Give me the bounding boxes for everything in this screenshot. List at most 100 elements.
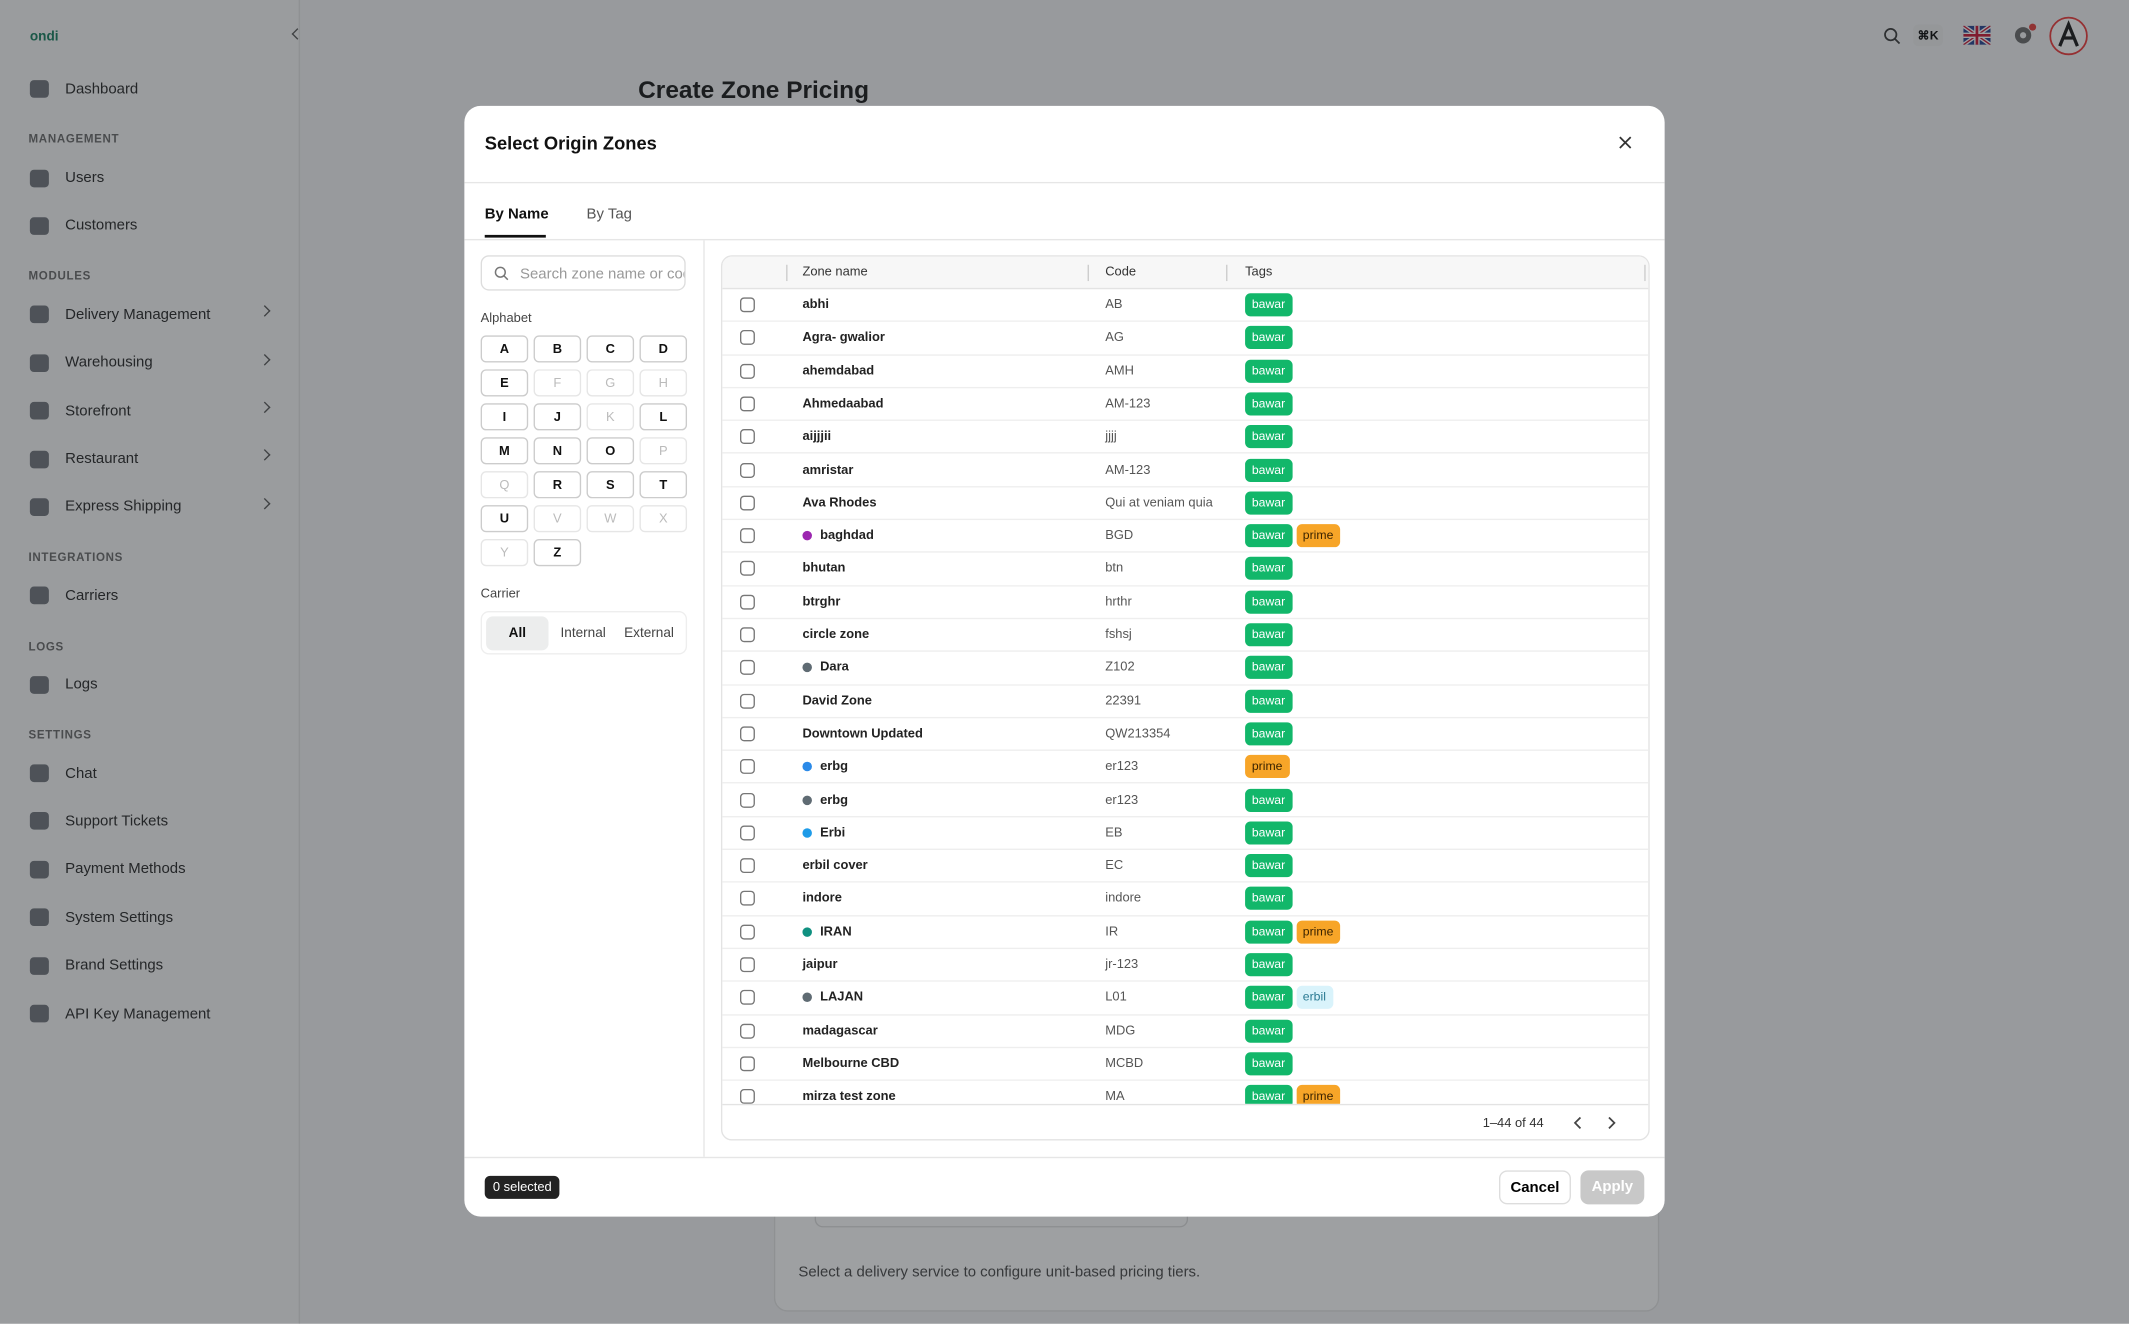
zone-row[interactable]: abhi AB bawar (722, 289, 1649, 323)
row-checkbox[interactable] (739, 1023, 755, 1039)
row-checkbox[interactable] (739, 528, 755, 544)
row-checkbox[interactable] (739, 726, 755, 742)
nav-item[interactable]: Brand Settings (16, 942, 282, 990)
avatar[interactable] (2049, 16, 2088, 56)
nav-item[interactable]: Chat (16, 749, 282, 797)
search-input[interactable]: Search zone name or code (480, 255, 686, 291)
letter-button[interactable]: T (639, 471, 688, 499)
carrier-option[interactable]: External (624, 625, 674, 641)
row-checkbox[interactable] (739, 429, 755, 445)
zone-row[interactable]: aijjjii jjjj bawar (722, 421, 1649, 455)
row-checkbox[interactable] (739, 957, 755, 973)
nav-item[interactable]: Carriers (16, 572, 282, 620)
nav-item[interactable]: API Key Management (16, 990, 282, 1038)
nav-item[interactable]: Customers (16, 202, 282, 250)
next-page[interactable] (1605, 1116, 1619, 1130)
letter-button[interactable]: U (480, 505, 529, 533)
zone-row[interactable]: Dara Z102 bawar (722, 652, 1649, 686)
letter-button[interactable]: I (480, 403, 529, 431)
zone-row[interactable]: Erbi EB bawar (722, 817, 1649, 851)
zone-row[interactable]: Agra- gwalior AG bawar (722, 322, 1649, 356)
nav-item[interactable]: System Settings (16, 894, 282, 942)
nav-item[interactable]: Users (16, 154, 282, 202)
row-checkbox[interactable] (739, 990, 755, 1006)
letter-button[interactable]: E (480, 369, 529, 397)
language-flag[interactable] (1963, 25, 1991, 45)
row-checkbox[interactable] (739, 759, 755, 775)
row-checkbox[interactable] (739, 297, 755, 313)
carrier-option[interactable]: Internal (560, 625, 606, 641)
row-checkbox[interactable] (739, 330, 755, 346)
row-checkbox[interactable] (739, 561, 755, 577)
letter-button[interactable]: L (639, 403, 688, 431)
zone-row[interactable]: ahemdabad AMH bawar (722, 355, 1649, 389)
zone-row[interactable]: erbg er123 bawar (722, 784, 1649, 818)
zone-row[interactable]: Melbourne CBD MCBD bawar (722, 1048, 1649, 1082)
nav-item[interactable]: Payment Methods (16, 845, 282, 893)
tab[interactable]: By Name (484, 206, 549, 223)
nav-item[interactable]: Express Shipping (16, 483, 282, 531)
apply-button[interactable]: Apply (1580, 1170, 1645, 1205)
search-icon[interactable] (1883, 27, 1901, 45)
carrier-option[interactable]: All (486, 616, 549, 651)
zone-row[interactable]: indore indore bawar (722, 883, 1649, 917)
zone-row[interactable]: mirza test zone MA bawar prime (722, 1081, 1648, 1104)
row-checkbox[interactable] (739, 627, 755, 643)
letter-button[interactable]: A (480, 335, 529, 363)
letter-button[interactable]: R (533, 471, 582, 499)
logo[interactable]: ondi (29, 29, 59, 45)
nav-item[interactable]: Delivery Management (16, 291, 282, 339)
zone-row[interactable]: Downtown Updated QW213354 bawar (722, 718, 1649, 752)
letter-button[interactable]: O (586, 437, 635, 465)
zone-row[interactable]: madagascar MDG bawar (722, 1015, 1649, 1049)
letter-button[interactable]: S (586, 471, 635, 499)
settings-icon[interactable] (2012, 23, 2037, 47)
row-checkbox[interactable] (739, 693, 755, 709)
zone-row[interactable]: btrghr hrthr bawar (722, 586, 1649, 620)
row-checkbox[interactable] (739, 363, 755, 379)
zone-row[interactable]: erbil cover EC bawar (722, 850, 1649, 884)
nav-item[interactable]: Warehousing (16, 339, 282, 387)
row-checkbox[interactable] (739, 396, 755, 412)
tab[interactable]: By Tag (586, 206, 632, 223)
nav-item[interactable]: Dashboard (16, 65, 282, 113)
letter-button[interactable]: J (533, 403, 582, 431)
nav-item[interactable]: Storefront (16, 387, 282, 435)
row-checkbox[interactable] (739, 858, 755, 874)
zone-row[interactable]: Ahmedaabad AM-123 bawar (722, 388, 1649, 422)
letter-button[interactable]: D (639, 335, 688, 363)
nav-item[interactable]: Restaurant (16, 435, 282, 483)
nav-item[interactable]: Logs (16, 661, 282, 709)
row-checkbox[interactable] (739, 924, 755, 940)
row-checkbox[interactable] (739, 660, 755, 676)
letter-button[interactable]: C (586, 335, 635, 363)
letter-button[interactable]: N (533, 437, 582, 465)
zone-row[interactable]: circle zone fshsj bawar (722, 619, 1649, 653)
nav-item[interactable]: Support Tickets (16, 797, 282, 845)
tags-cell: bawar (1245, 623, 1292, 647)
zone-row[interactable]: IRAN IR bawar prime (722, 916, 1649, 950)
letter-button[interactable]: Z (533, 539, 582, 567)
zone-row[interactable]: amristar AM-123 bawar (722, 454, 1649, 488)
row-checkbox[interactable] (739, 825, 755, 841)
close-button[interactable] (1613, 130, 1637, 154)
zone-row[interactable]: bhutan btn bawar (722, 553, 1649, 587)
letter-button[interactable]: M (480, 437, 529, 465)
zone-row[interactable]: jaipur jr-123 bawar (722, 949, 1649, 983)
row-checkbox[interactable] (739, 1089, 755, 1104)
shortcut[interactable]: ⌘K (1913, 24, 1943, 47)
cancel-button[interactable]: Cancel (1498, 1170, 1571, 1205)
row-checkbox[interactable] (739, 792, 755, 808)
letter-button[interactable]: B (533, 335, 582, 363)
zone-row[interactable]: David Zone 22391 bawar (722, 685, 1649, 719)
prev-page[interactable] (1571, 1116, 1585, 1130)
row-checkbox[interactable] (739, 891, 755, 907)
row-checkbox[interactable] (739, 462, 755, 478)
zone-row[interactable]: LAJAN L01 bawar erbil (722, 982, 1649, 1016)
row-checkbox[interactable] (739, 594, 755, 610)
zone-row[interactable]: baghdad BGD bawar prime (722, 520, 1649, 554)
row-checkbox[interactable] (739, 1056, 755, 1072)
zone-row[interactable]: Ava Rhodes Qui at veniam quia bawar (722, 487, 1649, 521)
zone-row[interactable]: erbg er123 prime (722, 751, 1649, 785)
row-checkbox[interactable] (739, 495, 755, 511)
